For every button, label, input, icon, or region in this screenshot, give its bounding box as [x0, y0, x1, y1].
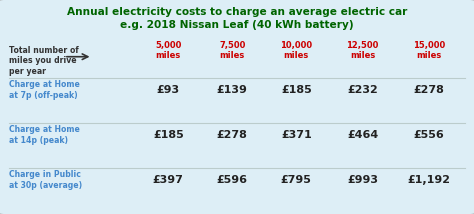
Text: 10,000
miles: 10,000 miles: [280, 41, 312, 60]
Text: 15,000
miles: 15,000 miles: [413, 41, 445, 60]
Text: £232: £232: [347, 85, 378, 95]
Text: £139: £139: [217, 85, 248, 95]
Text: £397: £397: [153, 175, 184, 185]
Text: 7,500
miles: 7,500 miles: [219, 41, 246, 60]
Text: Charge in Public
at 30p (average): Charge in Public at 30p (average): [9, 170, 82, 190]
Text: £278: £278: [217, 130, 248, 140]
Text: Charge at Home
at 14p (peak): Charge at Home at 14p (peak): [9, 125, 81, 145]
Text: Annual electricity costs to charge an average electric car: Annual electricity costs to charge an av…: [67, 7, 407, 18]
Text: £993: £993: [347, 175, 378, 185]
Text: £556: £556: [414, 130, 444, 140]
Text: £596: £596: [217, 175, 248, 185]
Text: Total number of
miles you drive
per year: Total number of miles you drive per year: [9, 46, 79, 76]
Text: e.g. 2018 Nissan Leaf (40 kWh battery): e.g. 2018 Nissan Leaf (40 kWh battery): [120, 20, 354, 30]
Text: 5,000
miles: 5,000 miles: [155, 41, 182, 60]
Text: £278: £278: [413, 85, 445, 95]
Text: £1,192: £1,192: [408, 175, 450, 185]
Text: £371: £371: [281, 130, 311, 140]
Text: £464: £464: [347, 130, 378, 140]
Text: 12,500
miles: 12,500 miles: [346, 41, 379, 60]
Text: £185: £185: [153, 130, 183, 140]
Text: Charge at Home
at 7p (off-peak): Charge at Home at 7p (off-peak): [9, 80, 81, 100]
Text: £795: £795: [281, 175, 312, 185]
Text: £93: £93: [157, 85, 180, 95]
Text: £185: £185: [281, 85, 311, 95]
